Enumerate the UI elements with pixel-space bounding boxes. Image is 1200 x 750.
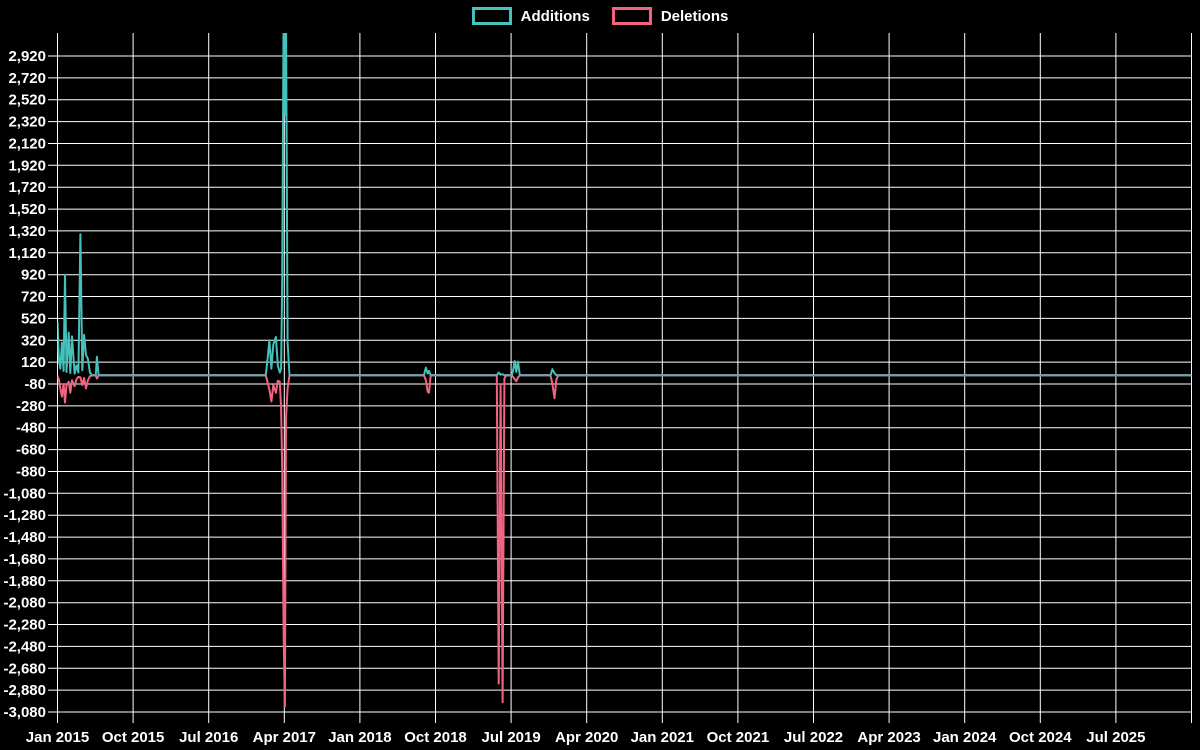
svg-text:-280: -280 bbox=[16, 398, 46, 415]
svg-text:Jan 2015: Jan 2015 bbox=[26, 729, 89, 746]
svg-text:1,920: 1,920 bbox=[8, 157, 46, 174]
svg-text:Oct 2015: Oct 2015 bbox=[102, 729, 165, 746]
svg-text:520: 520 bbox=[21, 310, 46, 327]
svg-text:-1,480: -1,480 bbox=[3, 529, 46, 546]
legend-item-additions[interactable]: Additions bbox=[471, 7, 590, 25]
svg-text:-80: -80 bbox=[24, 376, 46, 393]
svg-text:720: 720 bbox=[21, 289, 46, 306]
svg-text:-2,680: -2,680 bbox=[3, 660, 46, 677]
svg-text:Jan 2024: Jan 2024 bbox=[933, 729, 997, 746]
chart-legend: Additions Deletions bbox=[0, 7, 1200, 25]
svg-text:Apr 2020: Apr 2020 bbox=[555, 729, 618, 746]
svg-text:-1,080: -1,080 bbox=[3, 485, 46, 502]
svg-text:2,520: 2,520 bbox=[8, 92, 46, 109]
deletions-legend-swatch bbox=[611, 7, 652, 25]
svg-text:-3,080: -3,080 bbox=[3, 704, 46, 721]
svg-text:Jan 2018: Jan 2018 bbox=[328, 729, 391, 746]
svg-text:920: 920 bbox=[21, 267, 46, 284]
svg-text:2,720: 2,720 bbox=[8, 70, 46, 87]
svg-text:Oct 2024: Oct 2024 bbox=[1009, 729, 1072, 746]
svg-text:120: 120 bbox=[21, 354, 46, 371]
svg-text:Oct 2018: Oct 2018 bbox=[404, 729, 467, 746]
svg-text:2,920: 2,920 bbox=[8, 48, 46, 65]
svg-text:-880: -880 bbox=[16, 464, 46, 481]
svg-text:1,120: 1,120 bbox=[8, 245, 46, 262]
svg-text:1,520: 1,520 bbox=[8, 201, 46, 218]
additions-legend-label: Additions bbox=[520, 7, 590, 25]
svg-text:Jul 2022: Jul 2022 bbox=[784, 729, 843, 746]
svg-text:Jul 2016: Jul 2016 bbox=[179, 729, 238, 746]
svg-text:2,120: 2,120 bbox=[8, 136, 46, 153]
svg-text:Jul 2025: Jul 2025 bbox=[1086, 729, 1145, 746]
svg-text:Apr 2017: Apr 2017 bbox=[253, 729, 316, 746]
svg-text:Jan 2021: Jan 2021 bbox=[631, 729, 694, 746]
svg-text:-2,880: -2,880 bbox=[3, 682, 46, 699]
deletions-legend-label: Deletions bbox=[660, 7, 729, 25]
svg-text:-480: -480 bbox=[16, 420, 46, 437]
svg-text:-2,480: -2,480 bbox=[3, 638, 46, 655]
svg-text:-2,080: -2,080 bbox=[3, 595, 46, 612]
svg-text:-1,680: -1,680 bbox=[3, 551, 46, 568]
svg-text:Jul 2019: Jul 2019 bbox=[481, 729, 540, 746]
svg-text:-1,880: -1,880 bbox=[3, 573, 46, 590]
legend-item-deletions[interactable]: Deletions bbox=[611, 7, 729, 25]
svg-text:-680: -680 bbox=[16, 442, 46, 459]
svg-text:320: 320 bbox=[21, 332, 46, 349]
svg-text:-1,280: -1,280 bbox=[3, 507, 46, 524]
svg-text:Apr 2023: Apr 2023 bbox=[857, 729, 920, 746]
svg-text:Oct 2021: Oct 2021 bbox=[707, 729, 770, 746]
additions-legend-swatch bbox=[471, 7, 512, 25]
svg-text:1,720: 1,720 bbox=[8, 179, 46, 196]
svg-text:1,320: 1,320 bbox=[8, 223, 46, 240]
svg-text:-2,280: -2,280 bbox=[3, 617, 46, 634]
svg-text:2,320: 2,320 bbox=[8, 114, 46, 131]
